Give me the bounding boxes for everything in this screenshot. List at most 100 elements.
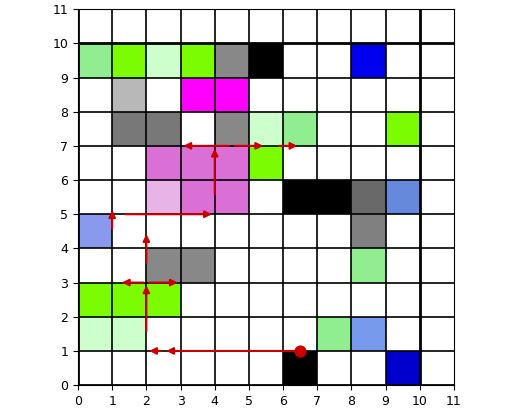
Point [296,348,304,354]
Bar [146,112,180,146]
Bar [386,248,420,283]
Bar [180,77,215,112]
Bar [146,214,180,248]
Bar [317,283,352,317]
Bar [215,77,249,112]
Bar [386,317,420,351]
Bar [78,283,112,317]
Bar [352,317,386,351]
Bar [317,351,352,385]
Bar [146,180,180,214]
Bar [352,77,386,112]
Bar [352,351,386,385]
Bar [180,317,215,351]
Bar [180,283,215,317]
Bar [112,112,146,146]
Bar [283,351,317,385]
Bar [146,146,180,180]
Bar [283,214,317,248]
Bar [180,248,215,283]
Bar [78,317,112,351]
Bar [386,283,420,317]
Bar [180,146,215,180]
Bar [215,317,249,351]
Bar [317,43,352,77]
Bar [386,180,420,214]
Bar [112,283,146,317]
Bar [78,146,112,180]
Bar [352,43,386,77]
Bar [283,317,317,351]
Bar [283,112,317,146]
Bar [317,317,352,351]
Bar [78,180,112,214]
Bar [112,317,146,351]
Bar [283,43,317,77]
Bar [317,146,352,180]
Bar [78,77,112,112]
Bar [352,146,386,180]
Bar [215,248,249,283]
Bar [249,77,283,112]
Bar [180,112,215,146]
Bar [283,248,317,283]
Bar [180,351,215,385]
Bar [249,180,283,214]
Bar [352,283,386,317]
Bar [352,112,386,146]
Bar [78,351,112,385]
Bar [112,43,146,77]
Bar [215,351,249,385]
Bar [215,214,249,248]
Bar [317,180,352,214]
Bar [249,317,283,351]
Bar [112,248,146,283]
Bar [283,146,317,180]
Bar [146,283,180,317]
Bar [112,180,146,214]
Bar [215,180,249,214]
Bar [215,283,249,317]
Bar [249,112,283,146]
Bar [146,317,180,351]
Bar [317,112,352,146]
Bar [112,77,146,112]
Bar [78,112,112,146]
Bar [249,283,283,317]
Bar [352,248,386,283]
Bar [215,112,249,146]
Bar [283,283,317,317]
Bar [317,214,352,248]
Bar [283,180,317,214]
Bar [249,214,283,248]
Bar [146,43,180,77]
Bar [352,180,386,214]
Bar [317,248,352,283]
Bar [249,43,283,77]
Bar [386,146,420,180]
Bar [78,248,112,283]
Bar [386,43,420,77]
Bar [386,214,420,248]
Bar [146,77,180,112]
Bar [386,112,420,146]
Bar [352,214,386,248]
Bar [112,351,146,385]
Bar [386,77,420,112]
Bar [386,351,420,385]
Bar [249,351,283,385]
Bar [112,214,146,248]
Bar [317,77,352,112]
Bar [146,248,180,283]
Bar [112,146,146,180]
Bar [215,146,249,180]
Bar [78,214,112,248]
Bar [249,248,283,283]
Bar [215,43,249,77]
Bar [180,43,215,77]
Bar [146,351,180,385]
Bar [180,214,215,248]
Bar [249,146,283,180]
Bar [180,180,215,214]
Bar [283,77,317,112]
